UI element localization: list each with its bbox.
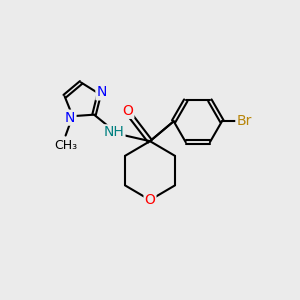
Text: Br: Br <box>236 114 252 128</box>
Text: N: N <box>65 111 76 124</box>
Text: NH: NH <box>104 125 124 139</box>
Text: CH₃: CH₃ <box>54 139 77 152</box>
Text: O: O <box>122 104 134 118</box>
Text: O: O <box>145 193 155 207</box>
Text: N: N <box>96 85 107 99</box>
